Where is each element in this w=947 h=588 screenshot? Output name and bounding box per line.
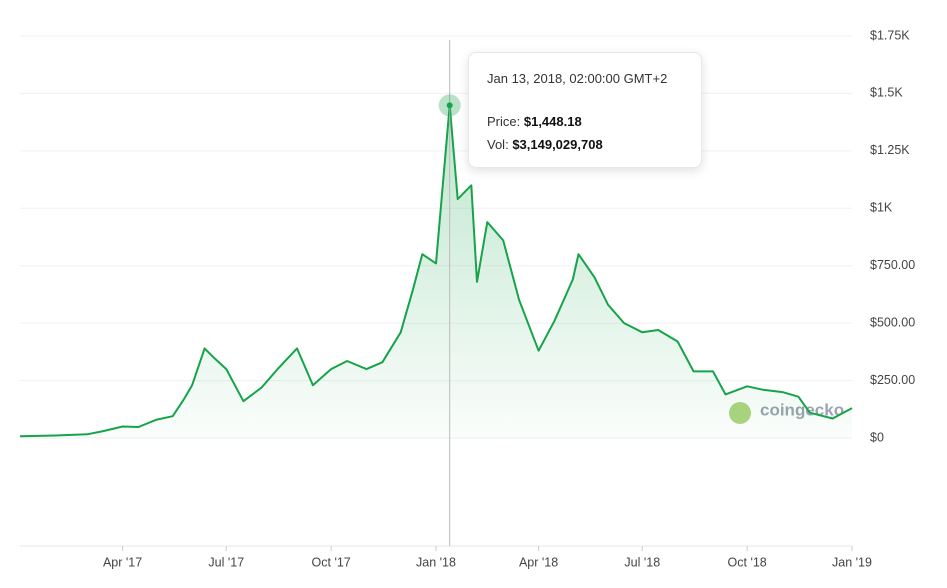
y-tick-label: $1K [870, 201, 893, 215]
y-tick-label: $500.00 [870, 315, 915, 329]
y-tick-label: $1.5K [870, 86, 903, 100]
y-tick-label: $0 [870, 430, 884, 444]
y-tick-label: $1.75K [870, 28, 910, 42]
y-tick-label: $250.00 [870, 373, 915, 387]
tooltip-vol-label: Vol: [487, 137, 509, 152]
y-tick-label: $1.25K [870, 143, 910, 157]
x-tick-label: Apr '17 [103, 555, 142, 569]
area [20, 105, 852, 439]
hover-point [446, 102, 453, 109]
y-tick-label: $750.00 [870, 258, 915, 272]
x-tick-label: Jan '18 [416, 555, 456, 569]
x-tick-label: Jul '18 [624, 555, 660, 569]
x-tick-label: Apr '18 [519, 555, 558, 569]
x-tick-label: Jul '17 [208, 555, 244, 569]
tooltip-price-value: $1,448.18 [523, 114, 582, 129]
x-tick-label: Oct '17 [312, 555, 351, 569]
tooltip-price-label: Price: [487, 114, 521, 129]
tooltip-price: Price: $1,448.18 [487, 114, 683, 129]
tooltip-date: Jan 13, 2018, 02:00:00 GMT+2 [487, 71, 668, 86]
x-tick-label: Oct '18 [728, 555, 767, 569]
tooltip-vol: Vol: $3,149,029,708 [487, 137, 683, 152]
tooltip-vol-value: $3,149,029,708 [512, 137, 603, 152]
tooltip: Jan 13, 2018, 02:00:00 GMT+2 Price: $1,4… [468, 52, 702, 168]
x-tick-label: Jan '19 [832, 555, 872, 569]
